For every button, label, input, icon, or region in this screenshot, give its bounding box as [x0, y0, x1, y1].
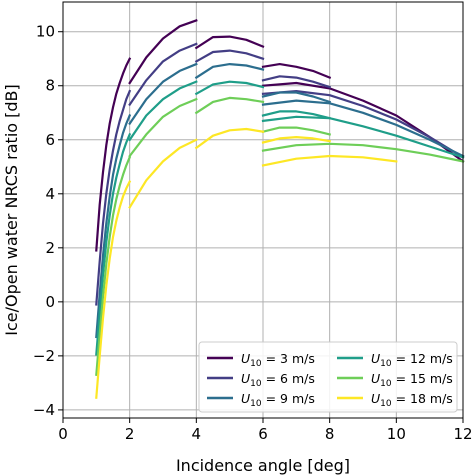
y-axis-label: Ice/Open water NRCS ratio [dB] — [2, 84, 21, 336]
series-line-1 — [128, 18, 198, 85]
series-line-6 — [128, 42, 198, 107]
series-line-18 — [261, 110, 332, 120]
y-tick-label: 4 — [45, 185, 55, 203]
legend-symbol: U — [371, 351, 380, 366]
legend-symbol: U — [371, 391, 380, 406]
series-line-28 — [261, 136, 331, 144]
legend-label: U10 = 18 m/s — [371, 391, 453, 409]
series-line-25 — [95, 180, 132, 399]
series-line-23 — [261, 126, 332, 136]
y-tick-label: 8 — [45, 77, 55, 95]
x-tick-label: 12 — [453, 425, 472, 443]
legend-value: = 18 m/s — [392, 391, 453, 406]
legend-subscript: 10 — [250, 359, 262, 369]
series-line-9 — [261, 90, 465, 159]
series-line-26 — [128, 138, 198, 209]
legend-subscript: 10 — [380, 399, 392, 409]
series-line-12 — [194, 62, 265, 80]
series-line-4 — [261, 81, 465, 163]
x-tick-label: 0 — [58, 425, 68, 443]
x-tick-label: 4 — [192, 425, 202, 443]
legend-symbol: U — [241, 371, 250, 386]
series-line-21 — [128, 97, 198, 158]
legend-subscript: 10 — [250, 399, 262, 409]
series-line-7 — [194, 49, 265, 63]
legend-label: U10 = 3 m/s — [241, 351, 315, 369]
legend-value: = 15 m/s — [392, 371, 453, 386]
series-group — [95, 18, 465, 399]
series-line-24 — [261, 142, 465, 163]
x-tick-label: 6 — [258, 425, 268, 443]
legend-subscript: 10 — [380, 359, 392, 369]
series-line-0 — [95, 57, 132, 252]
y-tick-label: 0 — [45, 293, 55, 311]
x-axis-label: Incidence angle [deg] — [176, 456, 350, 475]
series-line-16 — [128, 80, 198, 142]
series-line-22 — [194, 96, 265, 115]
series-line-29 — [261, 154, 398, 167]
x-tick-label: 10 — [387, 425, 406, 443]
legend-value: = 3 m/s — [262, 351, 315, 366]
series-line-5 — [95, 89, 132, 306]
series-line-10 — [95, 114, 132, 339]
series-line-8 — [261, 75, 332, 89]
y-tick-label: −2 — [33, 347, 55, 365]
legend-label: U10 = 15 m/s — [371, 371, 453, 389]
x-tick-label: 2 — [125, 425, 135, 443]
series-line-19 — [261, 115, 465, 159]
legend-value: = 9 m/s — [262, 391, 315, 406]
series-line-14 — [261, 99, 465, 158]
series-line-2 — [194, 35, 265, 50]
y-tick-label: −4 — [33, 401, 55, 419]
series-line-3 — [261, 62, 332, 80]
legend-label: U10 = 9 m/s — [241, 391, 315, 409]
series-line-15 — [95, 132, 132, 356]
y-tick-label: 10 — [36, 23, 55, 41]
legend-label: U10 = 12 m/s — [371, 351, 453, 369]
legend-symbol: U — [371, 371, 380, 386]
legend-subscript: 10 — [380, 379, 392, 389]
legend-symbol: U — [241, 351, 250, 366]
legend-label: U10 = 6 m/s — [241, 371, 315, 389]
y-tick-label: 2 — [45, 239, 55, 257]
series-line-27 — [194, 127, 265, 150]
legend-subscript: 10 — [250, 379, 262, 389]
legend-symbol: U — [241, 391, 250, 406]
ticks: 0 2 4 6 8 10 12 −4 −2 0 2 4 6 8 10 — [33, 23, 473, 443]
series-line-20 — [95, 155, 132, 376]
series-line-17 — [194, 80, 265, 96]
series-line-13 — [261, 91, 332, 104]
legend-box — [198, 341, 458, 413]
series-line-11 — [128, 62, 198, 126]
legend-value: = 12 m/s — [392, 351, 453, 366]
legend-value: = 6 m/s — [262, 371, 315, 386]
x-tick-label: 8 — [325, 425, 335, 443]
y-tick-label: 6 — [45, 131, 55, 149]
